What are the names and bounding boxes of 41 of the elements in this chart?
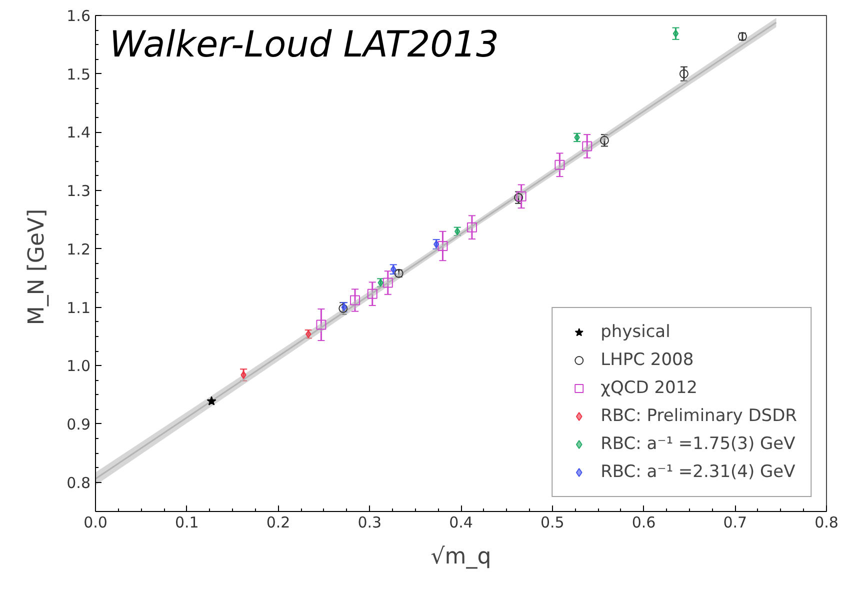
point [516, 191, 526, 202]
legend-label: RBC: a⁻¹ =2.31(4) GeV [600, 462, 796, 482]
point [600, 136, 609, 145]
legend-label: χQCD 2012 [600, 378, 698, 398]
x-tick-label: 0.8 [814, 514, 838, 532]
point [350, 295, 360, 306]
point [338, 304, 348, 313]
point [679, 69, 688, 78]
legend-label: LHPC 2008 [600, 350, 694, 370]
x-tick-label: 0.5 [540, 514, 564, 532]
x-tick-label: 0.0 [84, 514, 108, 532]
point [206, 396, 216, 406]
x-tick-label: 0.2 [266, 514, 290, 532]
point [382, 278, 393, 288]
y-tick-label: 1.2 [66, 240, 91, 258]
point [466, 222, 477, 232]
y-tick-label: 1.4 [66, 124, 91, 142]
chart-title: Walker-Loud LAT2013 [110, 24, 499, 66]
x-axis-title: √m_q [430, 544, 492, 570]
y-axis-title: M_N [GeV] [24, 208, 50, 326]
legend-label: RBC: a⁻¹ =1.75(3) GeV [600, 434, 796, 454]
y-tick-label: 1.1 [66, 298, 91, 317]
y-tick-label: 1.0 [66, 357, 91, 376]
x-tick-label: 0.1 [174, 514, 199, 532]
point [316, 320, 326, 330]
point [367, 288, 378, 299]
point [582, 141, 592, 152]
y-tick-label: 1.3 [66, 182, 91, 200]
x-tick-label: 0.6 [632, 514, 656, 532]
legend-label: RBC: Preliminary DSDR [600, 406, 797, 426]
x-tick-label: 0.7 [723, 514, 748, 532]
x-tick-label: 0.3 [358, 514, 382, 532]
y-tick-label: 0.9 [66, 415, 91, 434]
y-tick-label: 0.8 [66, 474, 91, 492]
point [514, 193, 524, 202]
point [554, 160, 565, 170]
x-tick-label: 0.4 [449, 514, 473, 532]
point [672, 30, 679, 38]
legend-label: physical [600, 322, 670, 342]
y-tick-label: 1.6 [66, 7, 91, 25]
y-tick-label: 1.5 [66, 65, 91, 84]
